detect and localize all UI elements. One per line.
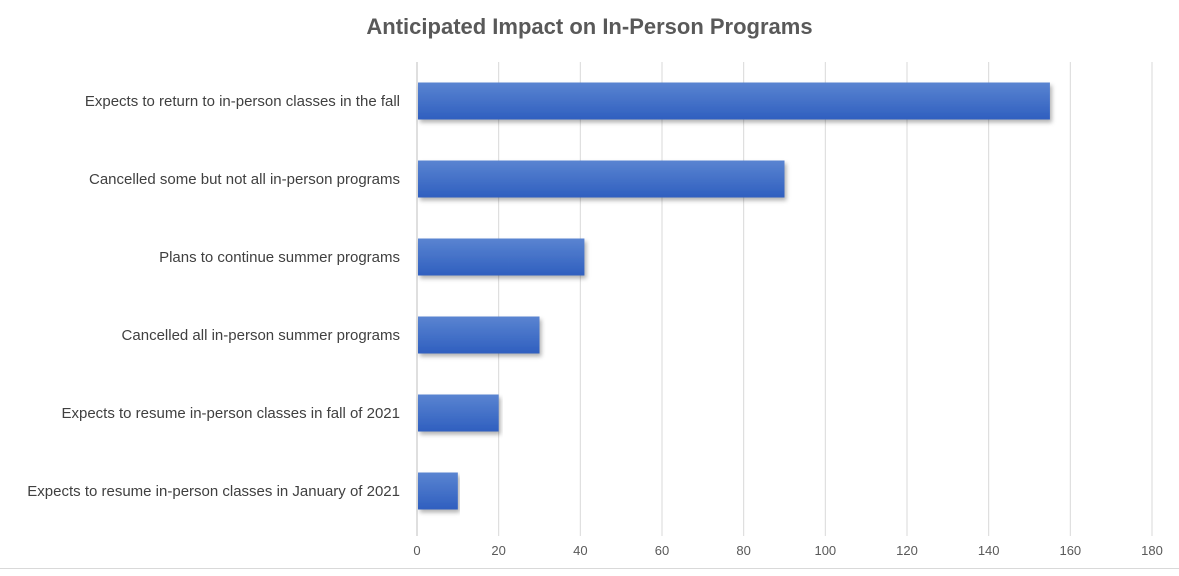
category-label: Cancelled all in-person summer programs	[122, 327, 400, 344]
x-tick-label: 100	[814, 543, 836, 558]
category-label: Expects to resume in-person classes in J…	[27, 483, 400, 500]
bar	[418, 160, 785, 198]
chart-title: Anticipated Impact on In-Person Programs	[366, 14, 813, 39]
bar	[418, 472, 458, 510]
x-tick-label: 140	[978, 543, 1000, 558]
x-tick-label: 0	[413, 543, 420, 558]
x-tick-label: 60	[655, 543, 669, 558]
x-tick-label: 120	[896, 543, 918, 558]
x-tick-label: 40	[573, 543, 587, 558]
bar	[418, 394, 499, 432]
category-label: Expects to return to in-person classes i…	[85, 93, 400, 110]
category-label: Cancelled some but not all in-person pro…	[89, 171, 400, 188]
bar	[418, 316, 540, 354]
bar	[418, 82, 1050, 120]
category-label: Plans to continue summer programs	[159, 249, 400, 266]
x-tick-label: 160	[1059, 543, 1081, 558]
x-tick-label: 80	[736, 543, 750, 558]
x-tick-label: 20	[491, 543, 505, 558]
x-tick-label: 180	[1141, 543, 1163, 558]
chart-border	[0, 568, 1179, 569]
bar	[418, 238, 585, 276]
category-label: Expects to resume in-person classes in f…	[61, 405, 400, 422]
